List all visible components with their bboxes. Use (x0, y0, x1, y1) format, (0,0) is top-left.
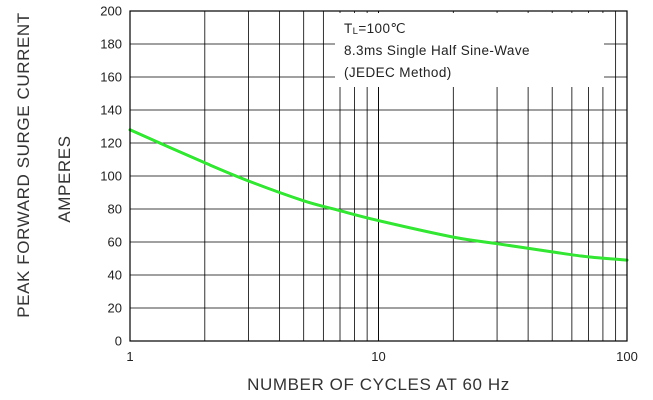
y-tick-label: 80 (108, 202, 122, 217)
y-tick-label: 160 (100, 70, 122, 85)
y-tick-label: 140 (100, 103, 122, 118)
annotation-temperature: =100℃ (358, 21, 406, 36)
y-axis-label-line-2: AMPERES (55, 135, 74, 222)
annotation-line-1: TL=100℃ (344, 21, 406, 37)
x-tick-label: 100 (616, 349, 638, 364)
annotation-subscript-l: L (353, 26, 359, 37)
annotation-background (335, 13, 604, 87)
annotation-line-2: 8.3ms Single Half Sine-Wave (344, 43, 530, 58)
series-line (128, 128, 629, 262)
x-tick-labels: 1 10 100 (126, 349, 637, 364)
x-tick-label: 10 (371, 349, 385, 364)
y-tick-labels: 0 20 40 60 80 100 120 140 160 180 200 (100, 4, 122, 349)
annotation-t: T (344, 21, 353, 36)
y-tick-label: 180 (100, 37, 122, 52)
y-axis-label-line-1: PEAK FORWARD SURGE CURRENT (14, 12, 33, 318)
y-tick-label: 0 (115, 334, 122, 349)
y-tick-label: 200 (100, 4, 122, 19)
series-layer (128, 128, 629, 262)
y-tick-label: 100 (100, 169, 122, 184)
annotation-line-3: (JEDEC Method) (344, 65, 452, 80)
x-tick-label: 1 (126, 349, 133, 364)
y-tick-label: 20 (108, 301, 122, 316)
plot-frame (129, 10, 628, 342)
annotation-box: TL=100℃ 8.3ms Single Half Sine-Wave (JED… (335, 13, 604, 87)
y-tick-label: 120 (100, 136, 122, 151)
x-axis-label: NUMBER OF CYCLES AT 60 Hz (247, 375, 510, 394)
y-tick-label: 40 (108, 268, 122, 283)
y-tick-label: 60 (108, 235, 122, 250)
